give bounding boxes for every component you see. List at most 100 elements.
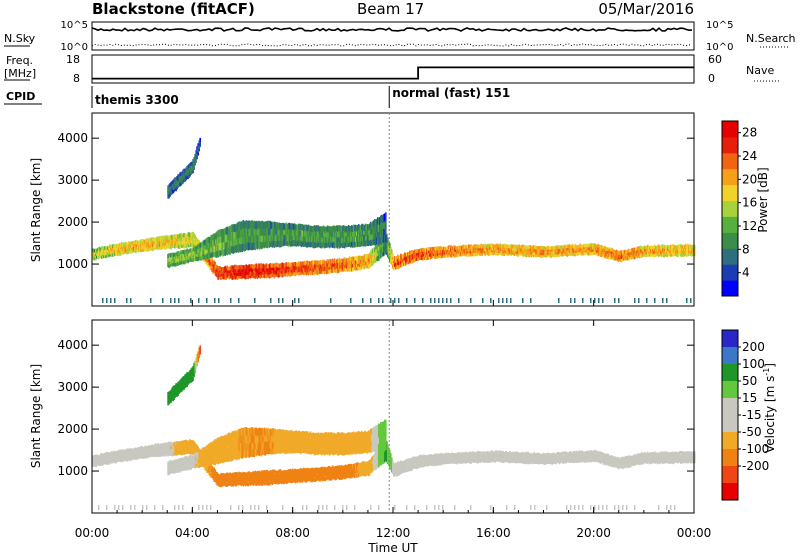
- scatter-cell: [407, 465, 409, 470]
- scatter-cell: [266, 469, 269, 475]
- scatter-cell: [428, 247, 430, 251]
- scatter-cell: [177, 441, 179, 447]
- scatter-cell: [231, 272, 234, 277]
- scatter-cell: [248, 270, 251, 275]
- scatter-cell: [128, 448, 130, 453]
- scatter-cell: [221, 482, 223, 487]
- scatter-cell: [191, 236, 193, 241]
- scatter-cell: [437, 459, 439, 464]
- scatter-cell: [688, 245, 690, 249]
- scatter-cell: [216, 265, 218, 270]
- scatter-cell: [327, 241, 330, 248]
- scatter-cell: [265, 267, 268, 273]
- scatter-cell: [153, 445, 155, 449]
- scatter-cell: [454, 247, 456, 252]
- scatter-cell: [121, 457, 123, 462]
- scatter-cell: [167, 452, 169, 457]
- scatter-cell: [286, 234, 289, 242]
- scatter-cell: [402, 461, 404, 466]
- scatter-cell: [191, 161, 193, 166]
- colorbar-tick-label: 20: [742, 172, 757, 186]
- scatter-cell: [352, 263, 355, 268]
- scatter-cell: [609, 256, 612, 260]
- scatter-cell: [307, 271, 310, 276]
- scatter-cell: [433, 462, 435, 467]
- scatter-cell: [454, 245, 456, 250]
- scatter-cell: [461, 250, 463, 254]
- scatter-cell: [522, 253, 524, 257]
- scatter-cell: [274, 470, 277, 475]
- scatter-cell: [256, 274, 259, 280]
- scatter-cell: [195, 243, 197, 248]
- scatter-cell: [436, 250, 438, 254]
- scatter-cell: [130, 448, 132, 452]
- scatter-cell: [278, 266, 281, 271]
- freq-frame: [91, 54, 695, 84]
- scatter-cell: [340, 468, 343, 473]
- scatter-cell: [366, 234, 369, 242]
- scatter-cell: [366, 465, 369, 470]
- scatter-cell: [98, 252, 100, 256]
- scatter-cell: [415, 254, 417, 259]
- scatter-cell: [488, 244, 490, 249]
- scatter-cell: [111, 249, 113, 254]
- scatter-cell: [174, 244, 176, 249]
- scatter-cell: [643, 248, 646, 252]
- scatter-cell: [249, 274, 252, 279]
- scatter-cell: [314, 260, 317, 265]
- scatter-cell: [430, 253, 432, 257]
- scatter-cell: [336, 261, 339, 266]
- scatter-cell: [337, 474, 340, 479]
- scatter-cell: [654, 247, 657, 252]
- scatter-cell: [172, 252, 174, 257]
- scatter-cell: [193, 240, 195, 245]
- scatter-cell: [125, 455, 127, 460]
- scatter-cell: [202, 246, 204, 252]
- scatter-cell: [247, 482, 250, 487]
- scatter-cell: [161, 446, 163, 451]
- scatter-cell: [381, 454, 383, 461]
- scatter-cell: [259, 221, 262, 230]
- scatter-cell: [194, 234, 196, 239]
- scatter-cell: [345, 236, 348, 243]
- scatter-cell: [388, 457, 390, 463]
- scatter-cell: [251, 270, 254, 275]
- scatter-cell: [312, 471, 315, 476]
- scatter-cell: [658, 245, 661, 250]
- scatter-cell: [495, 249, 497, 253]
- scatter-cell: [406, 459, 408, 464]
- scatter-cell: [516, 250, 518, 254]
- scatter-cell: [655, 252, 658, 257]
- scatter-cell: [170, 448, 172, 453]
- scatter-cell: [178, 174, 180, 179]
- scatter-cell: [282, 234, 285, 242]
- scatter-cell: [219, 269, 221, 274]
- scatter-cell: [140, 454, 142, 459]
- scatter-cell: [306, 225, 309, 232]
- scatter-cell: [372, 258, 375, 264]
- scatter-cell: [151, 237, 153, 242]
- scatter-cell: [323, 260, 326, 265]
- scatter-cell: [215, 237, 217, 245]
- scatter-cell: [212, 239, 214, 247]
- scatter-cell: [306, 230, 309, 238]
- scatter-cell: [420, 251, 422, 255]
- scatter-cell: [226, 271, 228, 276]
- scatter-cell: [248, 471, 251, 476]
- scatter-cell: [502, 244, 504, 249]
- scatter-cell: [653, 244, 656, 249]
- scatter-cell: [295, 270, 298, 275]
- scatter-cell: [391, 464, 393, 470]
- scatter-cell: [325, 470, 328, 475]
- scatter-cell: [244, 264, 247, 270]
- scatter-cell: [209, 261, 211, 266]
- scatter-cell: [692, 252, 694, 256]
- scatter-cell: [197, 152, 199, 156]
- scatter-cell: [262, 270, 265, 276]
- scatter-cell: [212, 269, 214, 274]
- scatter-cell: [210, 234, 212, 242]
- scatter-cell: [397, 472, 399, 477]
- scatter-cell: [498, 298, 500, 303]
- scatter-cell: [524, 253, 526, 257]
- scatter-cell: [643, 245, 646, 249]
